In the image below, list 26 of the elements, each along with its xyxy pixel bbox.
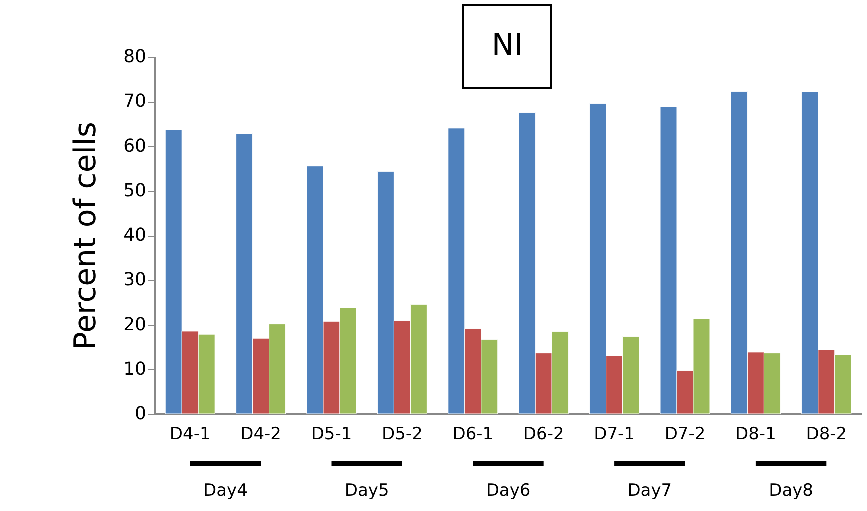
text: Day4 bbox=[204, 481, 248, 501]
x-tick-label: D5-2 bbox=[382, 424, 423, 444]
y-tick-label: 20 bbox=[124, 314, 146, 336]
y-tick-label: 30 bbox=[124, 270, 146, 291]
x-tick-label: D6-2 bbox=[523, 424, 564, 444]
text: Day6 bbox=[486, 481, 531, 501]
y-tick-label: 50 bbox=[124, 180, 146, 202]
text: Day5 bbox=[344, 481, 390, 501]
y-axis-title: Percent of cells bbox=[68, 122, 104, 350]
y-tick-label: 60 bbox=[124, 136, 146, 157]
y-tick-label: 70 bbox=[124, 91, 146, 112]
x-tick-label: D4-1 bbox=[170, 424, 211, 444]
y-tick-label: 0 bbox=[135, 404, 146, 424]
x-tick-label: D4-2 bbox=[240, 424, 282, 444]
text: Day8 bbox=[769, 481, 814, 501]
chart-title: NI bbox=[492, 28, 524, 63]
y-tick-label: 40 bbox=[124, 225, 146, 246]
x-tick-label: D7-1 bbox=[594, 424, 635, 444]
y-tick-label: 10 bbox=[124, 358, 146, 380]
x-tick-label: D8-2 bbox=[806, 424, 848, 444]
text: Day7 bbox=[628, 481, 672, 501]
x-tick-label: D8-1 bbox=[736, 424, 776, 444]
x-tick-label: D6-1 bbox=[452, 424, 494, 444]
x-tick-label: D7-2 bbox=[664, 424, 706, 444]
x-tick-label: D5-1 bbox=[311, 424, 352, 444]
y-tick-label: 80 bbox=[124, 46, 146, 68]
